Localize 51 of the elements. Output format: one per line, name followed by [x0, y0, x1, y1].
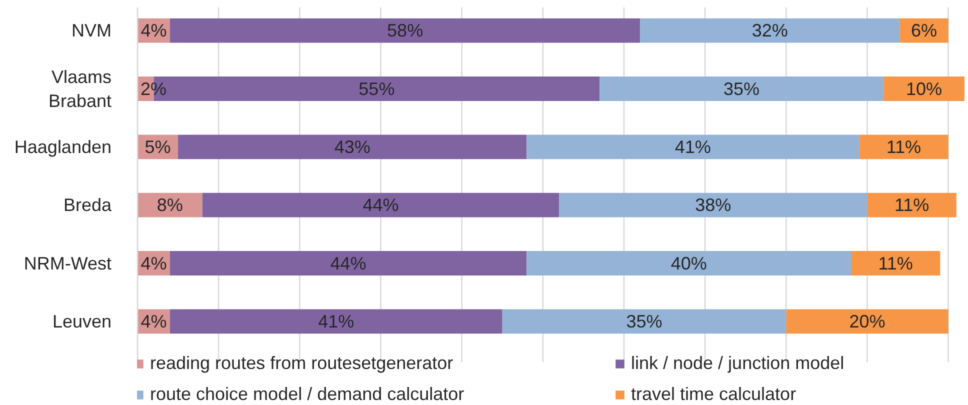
- legend-label: reading routes from routesetgenerator: [150, 353, 454, 374]
- data-label: 44%: [362, 195, 399, 216]
- data-label: 11%: [886, 136, 922, 157]
- bar: [867, 192, 956, 218]
- data-label: 35%: [626, 311, 662, 332]
- y-tick-label: NRM-West: [24, 253, 112, 274]
- data-label: 41%: [674, 136, 711, 157]
- bar: [859, 134, 948, 160]
- data-label: 10%: [906, 78, 942, 99]
- legend-label: link / node / junction model: [631, 353, 846, 374]
- data-label: 35%: [724, 78, 760, 99]
- y-tick-label: Leuven: [52, 311, 112, 332]
- y-tick-label: Breda: [63, 195, 112, 216]
- bar: [526, 134, 860, 160]
- bar: [178, 134, 527, 160]
- legend-label: route choice model / demand calculator: [150, 384, 466, 405]
- data-label: 55%: [358, 78, 395, 99]
- y-tick-label: Vlaams Brabant: [48, 66, 112, 111]
- y-tick-label: NVM: [72, 20, 112, 41]
- bar: [786, 309, 948, 334]
- bar: [640, 18, 900, 43]
- bar: [170, 251, 527, 276]
- bar: [559, 192, 868, 218]
- bar: [883, 76, 964, 101]
- data-label: 44%: [330, 253, 366, 274]
- bar: [202, 192, 560, 218]
- y-tick-label: Haaglanden: [14, 136, 112, 157]
- bar: [170, 309, 502, 334]
- data-label: 6%: [910, 20, 937, 41]
- bar: [170, 18, 640, 43]
- data-label: 38%: [695, 195, 732, 216]
- data-label: 5%: [144, 136, 171, 157]
- bar: [138, 192, 202, 218]
- legend-label: travel time calculator: [631, 384, 798, 405]
- data-label: 8%: [156, 195, 183, 216]
- data-label: 4%: [140, 20, 167, 41]
- data-label: 2%: [140, 78, 166, 99]
- data-label: 20%: [849, 311, 886, 332]
- data-label: 11%: [894, 195, 930, 216]
- bar: [526, 251, 851, 276]
- bar: [502, 309, 786, 334]
- data-label: 58%: [387, 20, 424, 41]
- data-label: 40%: [670, 253, 707, 274]
- data-label: 43%: [334, 136, 370, 157]
- bar: [850, 251, 940, 276]
- data-label: 32%: [752, 20, 788, 41]
- data-label: 41%: [318, 311, 354, 332]
- data-label: 11%: [878, 253, 913, 274]
- data-label: 4%: [140, 253, 167, 274]
- data-label: 4%: [140, 311, 167, 332]
- bar: [600, 76, 884, 101]
